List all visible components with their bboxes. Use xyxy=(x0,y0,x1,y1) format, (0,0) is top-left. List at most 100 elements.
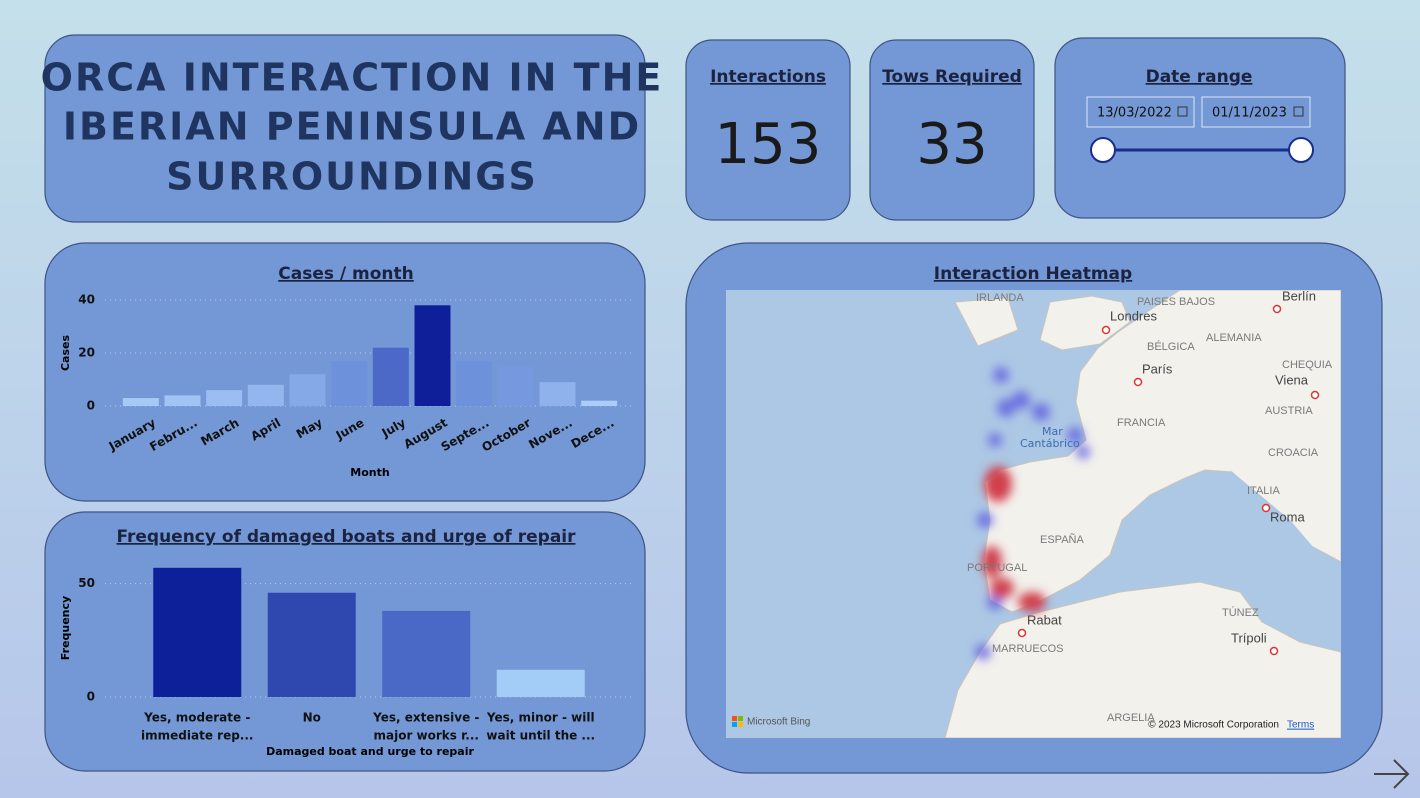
city-label: Trípoli xyxy=(1231,630,1267,645)
x-tick-label: major works r... xyxy=(374,729,480,743)
city-marker xyxy=(1101,325,1111,335)
map-label: PORTUGAL xyxy=(967,562,1027,574)
title-line: SURROUNDINGS xyxy=(166,155,538,199)
title-line: ORCA INTERACTION IN THE xyxy=(41,56,664,100)
x-tick-label: wait until the ... xyxy=(486,729,595,743)
city-label: París xyxy=(1142,361,1173,376)
city-label: Viena xyxy=(1275,372,1309,387)
x-tick-label: Yes, extensive - xyxy=(372,711,479,725)
bar xyxy=(414,305,451,406)
chart-title: Cases / month xyxy=(278,264,414,284)
card-value: 33 xyxy=(916,112,987,177)
bing-logo xyxy=(732,722,737,727)
land xyxy=(954,297,1019,347)
bing-logo xyxy=(738,716,743,721)
land xyxy=(1039,295,1131,351)
map-label: Mar xyxy=(1042,425,1063,438)
date-input[interactable] xyxy=(1086,96,1195,128)
bar xyxy=(164,395,201,406)
card-label: Interactions xyxy=(710,67,826,87)
slider-handle[interactable] xyxy=(1090,137,1116,163)
city-marker xyxy=(1269,646,1279,656)
bar xyxy=(372,347,409,406)
map-label: IRLANDA xyxy=(976,292,1024,304)
date-panel xyxy=(1054,37,1346,219)
y-axis-title: Frequency xyxy=(59,596,72,660)
city-marker xyxy=(1017,628,1027,638)
calendar-icon xyxy=(1293,106,1304,117)
title: ORCA INTERACTION IN THE IBERIAN PENINSUL… xyxy=(41,56,664,199)
bar xyxy=(331,360,368,406)
slider-handle[interactable] xyxy=(1288,137,1314,163)
map-label: ESPAÑA xyxy=(1040,533,1084,546)
map-label: MARRUECOS xyxy=(992,643,1064,655)
x-tick-label: Yes, moderate - xyxy=(143,711,250,725)
map-label: BÉLGICA xyxy=(1147,340,1195,353)
x-axis-title: Month xyxy=(350,466,389,479)
city-label: Roma xyxy=(1270,509,1305,524)
x-tick-label: No xyxy=(303,711,321,725)
city-marker xyxy=(1261,503,1271,513)
y-tick-label: 0 xyxy=(87,399,95,413)
map-title: Interaction Heatmap xyxy=(934,264,1132,284)
bing-logo xyxy=(738,722,743,727)
date-start: 13/03/2022 xyxy=(1097,106,1172,121)
map-label: TÚNEZ xyxy=(1222,606,1259,619)
bar xyxy=(496,669,585,697)
land xyxy=(944,581,1341,738)
next-arrow[interactable] xyxy=(1374,759,1410,789)
map-label: ALEMANIA xyxy=(1206,332,1262,344)
date-end: 01/11/2023 xyxy=(1212,106,1287,121)
city-label: Londres xyxy=(1110,308,1157,323)
title-line: IBERIAN PENINSULA AND xyxy=(63,105,641,149)
x-tick-label: Yes, minor - will xyxy=(486,711,595,725)
city-marker xyxy=(1310,390,1320,400)
bing-logo xyxy=(732,716,737,721)
date-label: Date range xyxy=(1146,67,1253,87)
map-label: Cantábrico xyxy=(1020,437,1080,450)
map-label: ARGELIA xyxy=(1107,712,1155,724)
heatmap xyxy=(975,367,1090,660)
bar xyxy=(206,390,243,406)
card-panel xyxy=(685,39,851,221)
calendar-icon xyxy=(1177,106,1188,117)
map-label: AUSTRIA xyxy=(1265,405,1313,417)
chart-title: Frequency of damaged boats and urge of r… xyxy=(116,527,576,547)
map-copyright: © 2023 Microsoft Corporation xyxy=(1148,720,1279,731)
map-label: FRANCIA xyxy=(1117,417,1166,429)
city-marker xyxy=(1272,304,1282,314)
city-marker xyxy=(1133,377,1143,387)
bar xyxy=(382,610,471,697)
bar xyxy=(153,567,242,697)
map-label: CROACIA xyxy=(1268,447,1319,459)
city-label: Berlín xyxy=(1282,288,1316,303)
y-tick-label: 50 xyxy=(78,576,95,590)
y-tick-label: 40 xyxy=(78,293,95,307)
title-panel xyxy=(44,34,646,223)
card-panel xyxy=(869,39,1035,221)
bar xyxy=(539,382,576,406)
card-label: Tows Required xyxy=(882,67,1022,87)
map: IRLANDA PAISES BAJOS Berlín Londres BÉLGICA A… xyxy=(726,288,1341,738)
y-tick-label: 20 xyxy=(78,346,95,360)
x-tick-label: immediate rep... xyxy=(141,729,253,743)
city-label: Rabat xyxy=(1027,612,1062,627)
map-terms[interactable]: Terms xyxy=(1287,720,1314,731)
bar xyxy=(247,384,284,406)
map-label: ITALIA xyxy=(1247,485,1280,497)
map-label: CHEQUIA xyxy=(1282,359,1333,371)
bar xyxy=(497,366,534,406)
y-tick-label: 0 xyxy=(87,690,95,704)
card-value: 153 xyxy=(715,112,822,177)
map-attribution: Microsoft Bing xyxy=(747,717,810,728)
bar xyxy=(289,374,326,406)
bar xyxy=(267,592,356,697)
bar xyxy=(581,400,618,406)
map-label: PAISES BAJOS xyxy=(1137,296,1215,308)
y-axis-title: Cases xyxy=(59,335,72,372)
bar xyxy=(456,360,493,406)
bar xyxy=(122,398,159,406)
date-input[interactable] xyxy=(1201,96,1311,128)
sea xyxy=(1230,470,1320,560)
